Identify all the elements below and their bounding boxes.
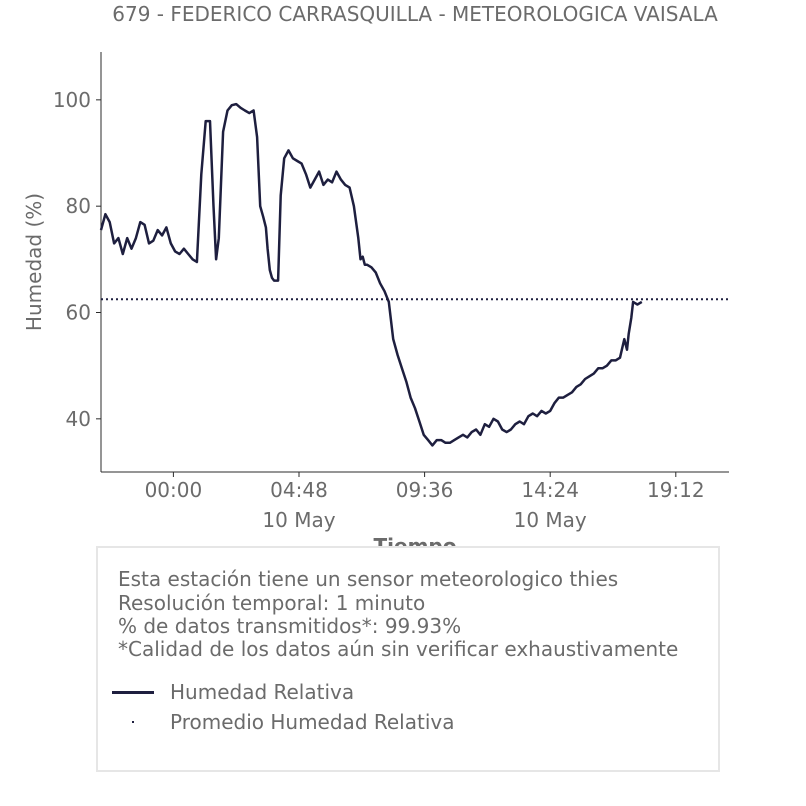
legend-label-average: Promedio Humedad Relativa <box>170 710 455 734</box>
y-tick-label: 80 <box>66 194 91 218</box>
legend-item-humidity: Humedad Relativa <box>110 679 354 705</box>
legend-label-humidity: Humedad Relativa <box>170 680 355 704</box>
info-quality-note: *Calidad de los datos aún sin verificar … <box>118 637 679 661</box>
info-resolution-text: Resolución temporal: 1 minuto <box>118 591 426 615</box>
x-tick-label: 04:48 <box>270 478 328 502</box>
y-tick-label: 60 <box>66 301 91 325</box>
y-axis-label: Humedad (%) <box>22 193 46 331</box>
y-tick-label: 100 <box>53 88 91 112</box>
legend-item-average: Promedio Humedad Relativa <box>110 709 454 735</box>
x-ticks: 00:00 04:48 10 May 09:36 14:24 10 May 19:12 <box>145 472 705 532</box>
y-tick-label: 40 <box>66 407 91 431</box>
chart-title: 679 - FEDERICO CARRASQUILLA - METEOROLOG… <box>112 2 718 26</box>
info-sensor-text: Esta estación tiene un sensor meteorolog… <box>118 567 619 591</box>
x-tick-label: 00:00 <box>145 478 203 502</box>
x-tick-label: 09:36 <box>396 478 454 502</box>
humidity-chart: 679 - FEDERICO CARRASQUILLA - METEOROLOG… <box>22 2 729 546</box>
x-axis-label: Tiempo <box>374 534 457 546</box>
humidity-series-line <box>99 102 643 447</box>
station-info-box: Esta estación tiene un sensor meteorolog… <box>96 546 720 772</box>
legend-dot-swatch <box>110 709 156 735</box>
legend-line-swatch <box>110 679 156 705</box>
x-tick-date-label: 10 May <box>514 508 587 532</box>
x-tick-date-label: 10 May <box>262 508 335 532</box>
info-transmitted-text: % de datos transmitidos*: 99.93% <box>118 614 462 638</box>
x-tick-label: 19:12 <box>647 478 705 502</box>
y-ticks: 40 60 80 100 <box>53 88 101 431</box>
x-tick-label: 14:24 <box>521 478 579 502</box>
